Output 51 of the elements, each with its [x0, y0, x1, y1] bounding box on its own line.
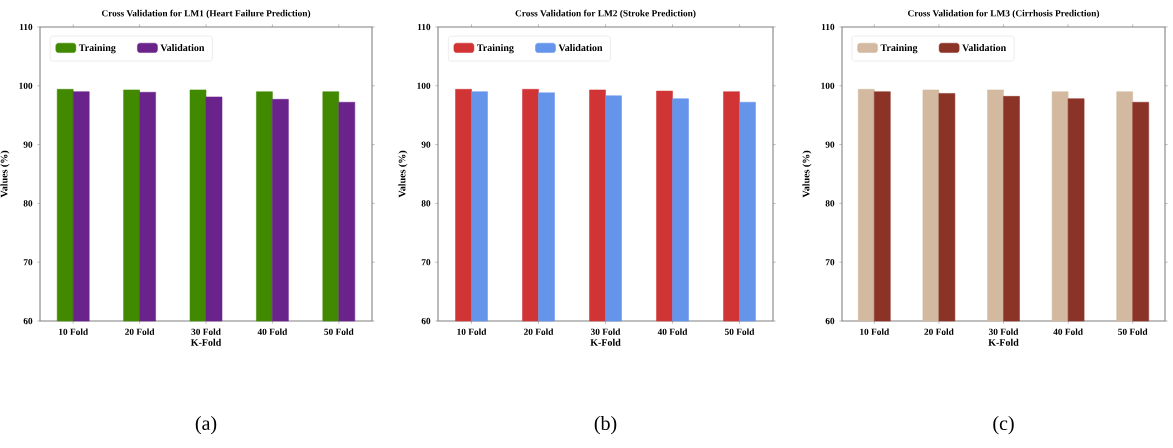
y-axis-title: Values (%): [802, 150, 812, 198]
text: (c): [993, 416, 1014, 435]
x-tick-label: 20 Fold: [524, 328, 554, 335]
x-tick-label: 10 Fold: [457, 328, 487, 335]
y-tick-label: 90: [421, 141, 431, 148]
x-tick-label: 30 Fold: [590, 328, 621, 335]
y-tick-label: 100: [417, 82, 431, 89]
y-axis-title: Values (%): [398, 150, 408, 198]
legend-label: Training: [880, 44, 918, 54]
x-tick-label: 50 Fold: [724, 328, 755, 335]
text: (a): [195, 416, 217, 435]
y-tick-label: 60: [825, 317, 835, 325]
y-tick-label: 110: [19, 23, 33, 31]
x-tick-label: 20 Fold: [125, 328, 155, 335]
x-tick-label: 30 Fold: [988, 328, 1019, 335]
y-tick-label: 70: [421, 259, 431, 266]
y-tick-label: 100: [821, 82, 835, 89]
legend-label: Validation: [962, 44, 1007, 52]
legend-label: Validation: [160, 44, 205, 52]
text: (b): [594, 416, 617, 435]
y-tick-label: 80: [421, 200, 431, 207]
y-tick-label: 60: [23, 317, 33, 325]
y-tick-label: 80: [825, 200, 835, 207]
y-axis-title: Values (%): [0, 150, 10, 198]
y-tick-label: 100: [19, 82, 33, 89]
y-tick-label: 90: [23, 141, 33, 148]
y-tick-label: 60: [421, 317, 431, 325]
legend-label: Validation: [558, 44, 603, 52]
x-tick-label: 50 Fold: [324, 328, 354, 335]
x-tick-label: 50 Fold: [1118, 328, 1148, 335]
y-tick-label: 70: [23, 259, 33, 266]
x-tick-label: 30 Fold: [191, 328, 221, 335]
x-axis-title: K-Fold: [190, 338, 222, 346]
y-tick-label: 110: [821, 23, 835, 31]
x-tick-label: 20 Fold: [924, 328, 954, 335]
legend-label: Training: [477, 44, 514, 54]
chart-title: Cross Validation for LM3 (Cirrhosis Prediction): [908, 9, 1100, 19]
x-tick-label: 10 Fold: [860, 328, 890, 335]
x-tick-label: 10 Fold: [59, 328, 89, 335]
x-axis-title: K-Fold: [988, 338, 1019, 346]
x-tick-label: 40 Fold: [657, 328, 688, 335]
legend-label: Training: [78, 44, 116, 54]
y-tick-label: 90: [825, 141, 835, 148]
x-tick-label: 40 Fold: [1053, 328, 1083, 335]
chart-title: Cross Validation for LM1 (Heart Failure Prediction): [101, 9, 311, 19]
y-tick-label: 70: [825, 259, 835, 266]
chart-title: Cross Validation for LM2 (Stroke Prediction): [515, 9, 696, 19]
y-tick-label: 80: [23, 200, 33, 207]
x-tick-label: 40 Fold: [257, 328, 288, 335]
y-tick-label: 110: [417, 23, 431, 31]
x-axis-title: K-Fold: [590, 338, 621, 346]
